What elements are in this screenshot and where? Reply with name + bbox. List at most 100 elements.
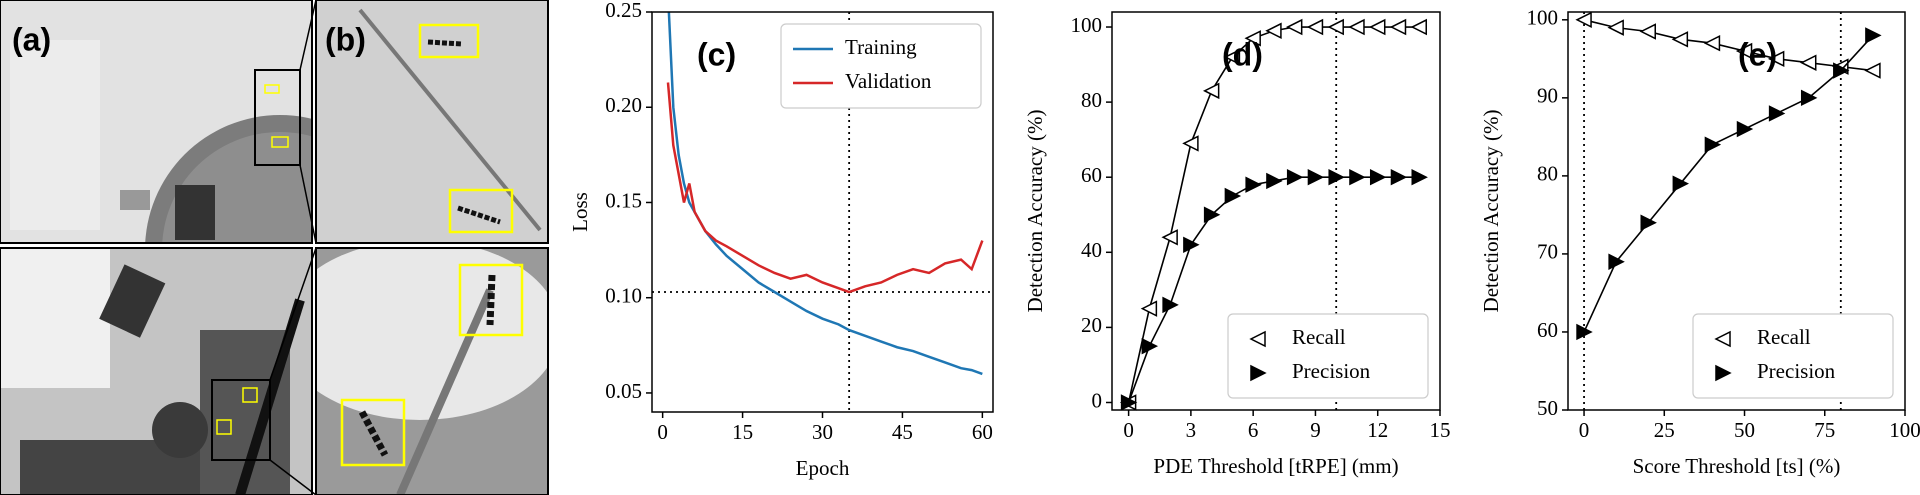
marker — [1224, 187, 1242, 205]
x-axis-label: Score Threshold [ts] (%) — [1633, 454, 1841, 478]
image-frame — [0, 247, 313, 495]
panel-label: (b) — [325, 21, 366, 57]
panel-label: (c) — [697, 36, 736, 72]
series-line — [1583, 19, 1873, 72]
y-tick-label: 40 — [1081, 238, 1102, 262]
legend-label: Validation — [845, 69, 932, 93]
marker — [1864, 62, 1881, 79]
image-frame — [0, 0, 313, 244]
marker — [1244, 30, 1261, 47]
marker — [1672, 175, 1690, 192]
marker — [1328, 168, 1345, 186]
y-tick-label: 0 — [1092, 388, 1103, 412]
y-tick-label: 100 — [1527, 6, 1559, 30]
zoom-line — [269, 247, 317, 381]
legend-label: Precision — [1757, 359, 1836, 383]
y-tick-label: 0.10 — [605, 284, 642, 308]
marker — [1640, 214, 1657, 231]
marker — [1202, 82, 1220, 100]
legend-marker — [1250, 364, 1267, 382]
zoom-line — [299, 164, 317, 244]
legend-label: Training — [845, 35, 917, 59]
marker — [1735, 42, 1753, 60]
marker — [1671, 31, 1689, 48]
legend-box — [780, 23, 982, 109]
legend-marker — [1715, 364, 1732, 382]
marker — [1703, 35, 1721, 52]
legend-label: Recall — [1292, 325, 1346, 349]
marker — [1704, 136, 1722, 153]
marker — [1348, 18, 1365, 36]
image-a-top — [0, 0, 312, 243]
image-b-bottom — [316, 248, 548, 495]
marker — [1286, 18, 1303, 36]
marker — [1265, 22, 1282, 39]
image-frame — [315, 247, 549, 495]
marker — [1390, 168, 1408, 186]
marker — [1410, 18, 1427, 36]
marker — [1369, 18, 1386, 36]
x-tick-label: 15 — [732, 420, 753, 444]
image-a-bottom — [0, 248, 312, 495]
x-tick-label: 60 — [972, 420, 993, 444]
marker — [1203, 206, 1221, 223]
x-tick-label: 0 — [657, 420, 668, 444]
marker — [1411, 168, 1428, 186]
y-tick-label: 50 — [1537, 396, 1558, 420]
x-tick-label: 12 — [1367, 418, 1388, 442]
marker — [1369, 168, 1387, 186]
y-tick-label: 20 — [1081, 313, 1102, 337]
x-tick-label: 30 — [812, 420, 833, 444]
marker — [1865, 27, 1882, 44]
marker — [1607, 19, 1624, 36]
marker — [1161, 229, 1178, 246]
y-axis-label: Detection Accuracy (%) — [1479, 110, 1503, 313]
x-tick-label: 0 — [1123, 418, 1134, 442]
marker — [1833, 62, 1850, 79]
x-tick-label: 15 — [1430, 418, 1451, 442]
image-b-top — [316, 0, 548, 243]
marker — [1389, 18, 1407, 36]
marker — [1800, 89, 1818, 107]
marker — [1307, 168, 1325, 186]
marker — [1286, 168, 1304, 186]
image-frame — [315, 0, 549, 244]
plot-frame — [1567, 11, 1906, 411]
x-tick-label: 3 — [1186, 418, 1197, 442]
legend-marker — [1714, 330, 1731, 348]
plot-frame — [1111, 11, 1441, 411]
chart: 50 60 70 80 90 100 0 25 50 75 100 Score Threshold [… — [1479, 6, 1920, 478]
x-tick-label: 100 — [1889, 418, 1920, 442]
y-tick-label: 0.25 — [605, 0, 642, 22]
marker — [1768, 105, 1786, 122]
marker — [1120, 394, 1138, 411]
y-tick-label: 80 — [1537, 162, 1558, 186]
x-tick-label: 50 — [1734, 418, 1755, 442]
marker — [1767, 50, 1785, 68]
series-line — [666, 82, 984, 294]
series-line — [1583, 34, 1874, 333]
x-tick-label: 0 — [1579, 418, 1590, 442]
y-tick-label: 0.15 — [605, 188, 642, 212]
x-axis-label: Epoch — [796, 456, 850, 480]
marker — [1576, 323, 1593, 341]
marker — [1736, 120, 1754, 138]
y-tick-label: 60 — [1081, 163, 1102, 187]
marker — [1162, 296, 1179, 314]
x-axis-label: PDE Threshold [tRPE] (mm) — [1153, 454, 1398, 478]
zoom-line — [299, 0, 317, 71]
plot-frame — [651, 11, 994, 413]
y-tick-label: 60 — [1537, 318, 1558, 342]
marker — [1183, 236, 1200, 254]
marker — [1800, 54, 1817, 71]
y-axis-label: Detection Accuracy (%) — [1023, 110, 1047, 313]
marker — [1141, 337, 1159, 355]
marker — [1140, 300, 1158, 317]
legend-label: Recall — [1757, 325, 1811, 349]
chart: 0.05 0.10 0.15 0.20 0.25 0 15 30 45 60 Epoch Loss (c… — [568, 0, 994, 480]
x-tick-label: 75 — [1814, 418, 1835, 442]
marker — [1306, 18, 1324, 36]
y-tick-label: 90 — [1537, 84, 1558, 108]
